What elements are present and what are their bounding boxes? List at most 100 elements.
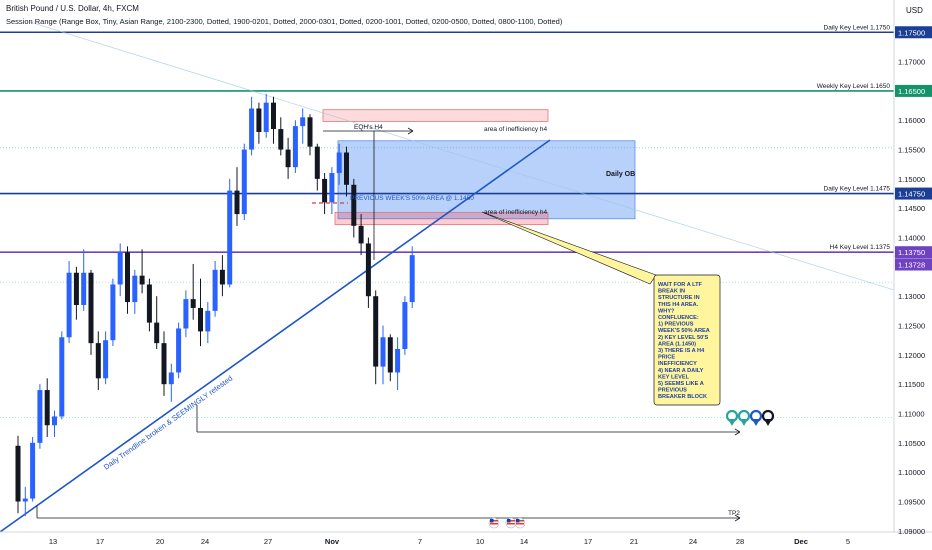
candle-body	[125, 252, 130, 303]
candle-body	[336, 152, 342, 174]
chart-title: British Pound / U.S. Dollar, 4h, FXCM	[6, 4, 139, 13]
event-pin-tip	[740, 419, 748, 426]
x-tick-label: 24	[689, 537, 697, 546]
candle-body	[168, 372, 174, 385]
candle-body	[402, 302, 408, 349]
price-label-box	[895, 26, 932, 39]
candle-body	[73, 272, 79, 306]
y-tick-label: 1.11500	[898, 380, 925, 389]
key-level-label: Weekly Key Level 1.1650	[817, 83, 891, 90]
callout-line: 1) PREVIOUS	[658, 322, 694, 328]
candle-body	[30, 442, 36, 499]
candle-body	[329, 173, 335, 203]
inefficiency-zone-top	[322, 109, 549, 122]
us-flag-canton	[516, 519, 520, 523]
candle-body	[307, 117, 313, 147]
price-label-box	[895, 246, 932, 259]
trendline-label: Daily Trendline broken & SEEMINGLY retes…	[102, 374, 234, 472]
candle-body	[409, 255, 415, 303]
callout-line: WHY?	[658, 308, 675, 314]
prev-week-label: PREVIOUS WEEK'S 50% AREA @ 1.1450	[350, 195, 474, 202]
candle-body	[387, 337, 393, 373]
currency-label: USD	[906, 6, 923, 15]
candle-body	[15, 445, 21, 502]
candle-body	[132, 275, 138, 303]
x-tick-label: Nov	[325, 537, 340, 546]
y-tick-label: 1.12500	[898, 322, 925, 331]
candle-body	[234, 190, 240, 215]
y-tick-label: 1.17000	[898, 58, 925, 67]
candle-body	[241, 149, 247, 215]
us-flag-stripe	[507, 520, 515, 522]
candle-body	[271, 102, 276, 130]
candle-body	[66, 272, 72, 338]
candle-body	[154, 322, 160, 344]
price-label-text: 1.13750	[898, 248, 925, 257]
y-tick-label: 1.09500	[898, 497, 925, 506]
x-tick-label: 10	[476, 537, 484, 546]
candle-body	[322, 178, 328, 203]
key-level-label: Daily Key Level 1.1475	[824, 186, 891, 193]
inefficiency-zone-bottom	[334, 211, 549, 226]
y-tick-label: 1.11000	[898, 410, 925, 419]
us-flag-stripe	[490, 520, 498, 522]
session-range-legend[interactable]: Session Range (Range Box, Tiny, Asian Ra…	[6, 17, 563, 26]
us-flag-canton	[507, 519, 511, 523]
y-tick-label: 1.15500	[898, 146, 925, 155]
candle-body	[81, 272, 87, 306]
x-tick-label: Dec	[794, 537, 808, 546]
retest-arrow	[734, 428, 741, 436]
candle-body	[219, 269, 225, 285]
candle-body	[292, 126, 298, 168]
us-flag-stripe	[516, 523, 524, 525]
candle-body	[37, 390, 43, 443]
candle-body	[380, 337, 386, 367]
price-label-box	[895, 84, 932, 97]
candle-body	[190, 299, 196, 308]
trendline-group	[0, 21, 895, 533]
candle-body	[183, 299, 189, 329]
callout-line: THIS H4 AREA.	[658, 302, 699, 308]
eqh-label: EQH's H4	[354, 124, 383, 131]
faint-trendline	[29, 21, 895, 291]
x-tick-label: 7	[418, 537, 422, 546]
price-label-text: 1.17500	[898, 28, 925, 37]
callout-line: INEFFICIENCY	[658, 361, 697, 367]
candle-body	[52, 416, 57, 426]
candle-body	[314, 146, 320, 179]
y-tick-label: 1.09000	[898, 527, 925, 536]
x-tick-label: 27	[264, 537, 272, 546]
candle-body	[395, 348, 401, 373]
candle-body	[227, 190, 233, 285]
callout-line: WAIT FOR A LTF	[658, 282, 702, 288]
callout-line: 2) KEY LEVEL 50'S	[658, 335, 709, 341]
candle-body	[176, 328, 182, 373]
candle-body	[139, 275, 145, 285]
callout-line: PREVIOUS	[658, 388, 687, 394]
y-tick-label: 1.10500	[898, 439, 925, 448]
zones	[322, 109, 636, 226]
x-tick-label: 13	[49, 537, 57, 546]
x-tick-label: 28	[736, 537, 744, 546]
candle-body	[285, 149, 291, 168]
tp-arrow	[734, 514, 741, 522]
price-label-text: 1.13728	[898, 261, 925, 270]
callout-box	[653, 274, 721, 406]
trendline	[0, 139, 551, 533]
callout-line: 4) NEAR A DAILY	[658, 368, 704, 374]
callout-line: 3) THERE IS A H4	[658, 348, 705, 354]
candle-body	[88, 272, 94, 344]
price-label-text: 1.14750	[898, 190, 925, 199]
callout-pointer	[481, 211, 657, 285]
y-tick-label: 1.14000	[898, 234, 925, 243]
callout-line: CONFLUENCE:	[658, 315, 699, 321]
event-pin-tip	[752, 419, 760, 426]
candle-body	[278, 129, 284, 150]
candle-body	[95, 343, 101, 379]
candle-body	[205, 310, 211, 332]
event-pin-tip	[764, 419, 772, 426]
candle-body	[198, 307, 203, 332]
